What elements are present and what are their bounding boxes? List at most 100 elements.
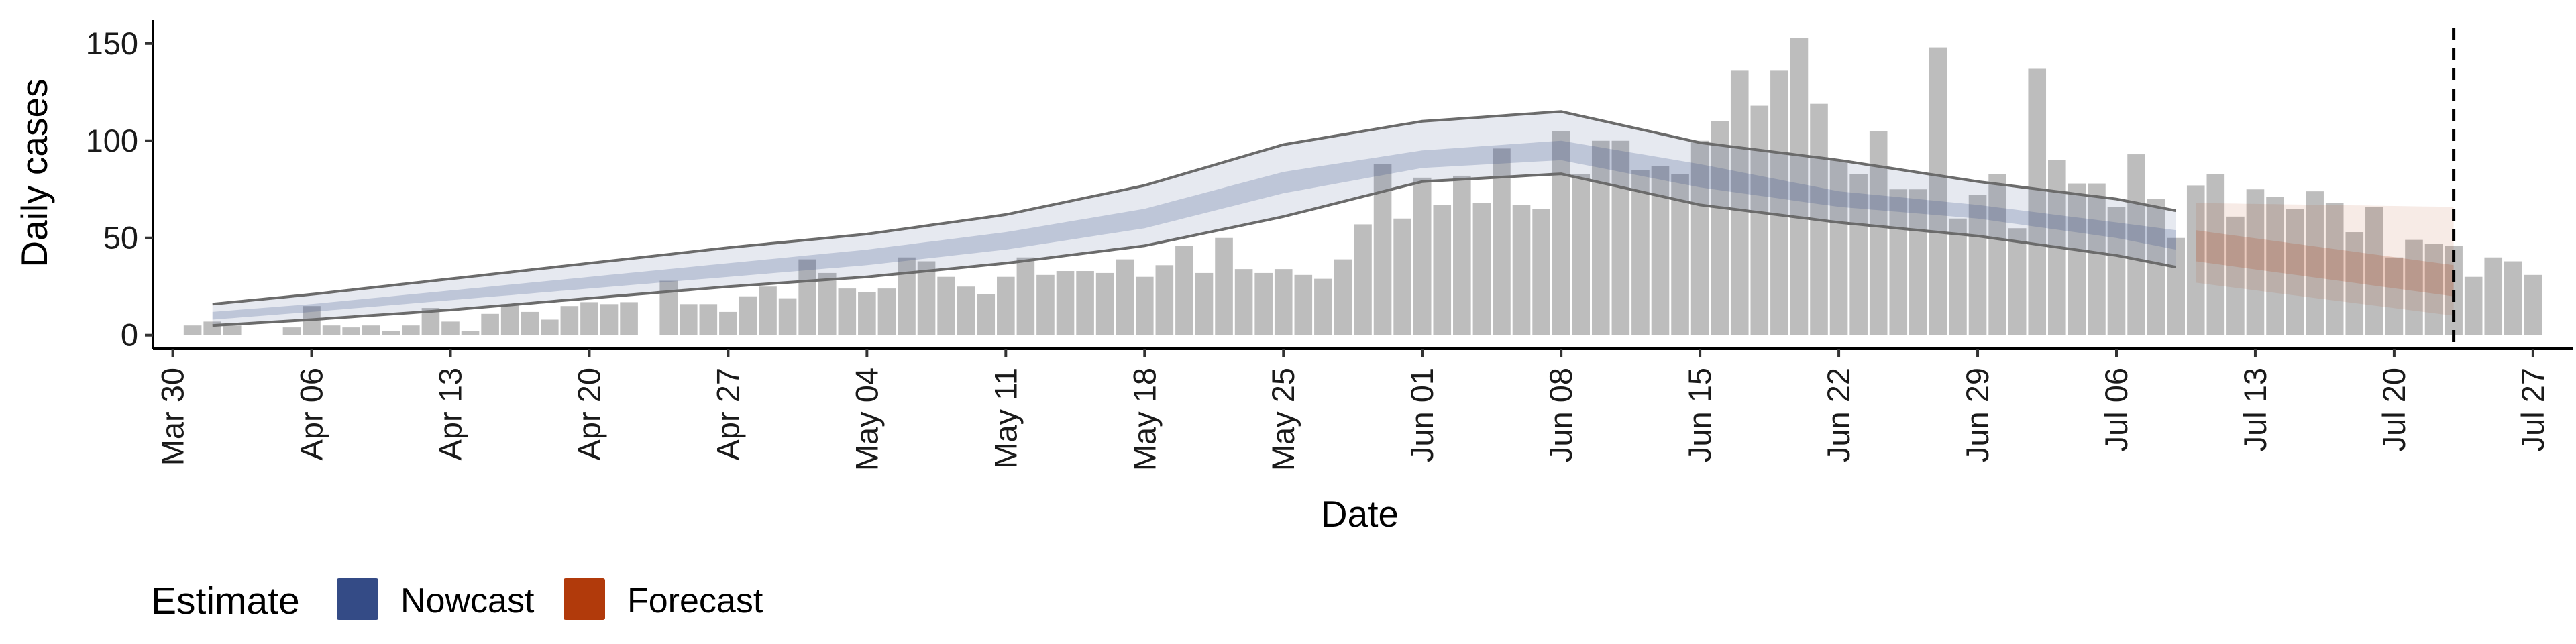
bar (600, 304, 619, 335)
y-tick-label: 50 (103, 220, 138, 256)
bar (759, 286, 777, 335)
bar (2464, 276, 2483, 335)
bar (2325, 203, 2344, 335)
bar (818, 272, 837, 335)
bar (1889, 189, 1908, 335)
bar (1354, 224, 1372, 335)
x-tick-label: Jun 15 (1682, 368, 1717, 462)
bar (877, 288, 896, 335)
x-tick-label: Jun 22 (1821, 368, 1856, 462)
bar (1433, 205, 1452, 335)
bar (2206, 174, 2225, 335)
bar (898, 257, 916, 335)
bar (620, 302, 638, 335)
bar (917, 261, 936, 335)
bands-layer (212, 111, 2454, 326)
bar (2424, 244, 2443, 335)
bar (521, 311, 539, 335)
bar (1711, 121, 1729, 335)
bar (2226, 216, 2245, 335)
bar (1016, 257, 1035, 335)
bar (997, 276, 1015, 335)
legend-key-nowcast (337, 578, 378, 620)
bar (2286, 209, 2304, 335)
bar (1294, 274, 1313, 335)
bar (1056, 271, 1075, 335)
bar (1215, 237, 1233, 335)
x-tick-label: Apr 20 (571, 368, 606, 460)
bar (1472, 203, 1491, 335)
bar (1849, 174, 1868, 335)
bar (1334, 259, 1352, 335)
bar (679, 304, 698, 335)
bar (282, 327, 301, 335)
bar (342, 327, 360, 335)
bar (798, 259, 816, 335)
bar (699, 304, 718, 335)
bar (1611, 140, 1630, 335)
bar (541, 319, 559, 335)
forecast-inner-band (2196, 230, 2454, 297)
x-tick-label: May 25 (1265, 368, 1301, 471)
bar (2306, 191, 2324, 335)
bar (1770, 70, 1788, 335)
bar (1690, 140, 1709, 335)
bar (1572, 174, 1591, 335)
bar (2028, 68, 2047, 335)
bar (1274, 269, 1293, 335)
x-tick-label: Mar 30 (155, 368, 191, 466)
bar (1631, 170, 1650, 335)
legend: Estimate Nowcast Forecast (151, 578, 763, 623)
bar (1175, 246, 1193, 335)
bar (1532, 209, 1550, 335)
bar (937, 276, 955, 335)
bar (2246, 189, 2265, 335)
bar (183, 325, 202, 335)
x-tick-label: Jun 29 (1960, 368, 1995, 462)
x-tick-label: May 18 (1126, 368, 1162, 471)
legend-label-nowcast: Nowcast (400, 582, 535, 621)
bar (1195, 272, 1214, 335)
legend-key-forecast (564, 578, 605, 620)
bar (560, 306, 579, 335)
bar (1512, 205, 1531, 335)
bar (2504, 261, 2522, 335)
bar (2385, 257, 2404, 335)
bar (957, 286, 975, 335)
bar (461, 331, 480, 335)
nowcast-upper-line (212, 110, 2177, 306)
bar (1314, 278, 1332, 335)
bar (1234, 269, 1253, 335)
bar (1552, 131, 1570, 335)
interval-lines-layer (212, 110, 2177, 327)
bar (223, 325, 241, 335)
legend-title: Estimate (151, 580, 300, 623)
x-tick-label: Jul 13 (2237, 368, 2273, 451)
x-tick-label: May 04 (849, 368, 884, 471)
y-tick-label: 0 (121, 317, 138, 353)
nowcast-inner-band (212, 140, 2176, 320)
x-tick-label: Jul 06 (2098, 368, 2134, 451)
x-tick-label: Jun 08 (1543, 368, 1578, 462)
bar (382, 331, 400, 335)
y-tick-label: 150 (86, 25, 138, 61)
bar (1869, 131, 1888, 335)
bar (1095, 272, 1114, 335)
bar (1155, 265, 1174, 335)
bar (1453, 175, 1471, 335)
bar (580, 302, 598, 335)
bar (2167, 237, 2185, 335)
bar (362, 325, 380, 335)
bar (2266, 197, 2284, 335)
x-tick-label: Jul 27 (2515, 368, 2551, 451)
bar (500, 304, 519, 335)
bar (719, 311, 737, 335)
x-axis-title: Date (1321, 493, 1399, 535)
bar (322, 325, 341, 335)
bar (1254, 272, 1273, 335)
bar (1730, 70, 1749, 335)
bar (2484, 257, 2503, 335)
nowcast-lower-line (212, 172, 2177, 327)
